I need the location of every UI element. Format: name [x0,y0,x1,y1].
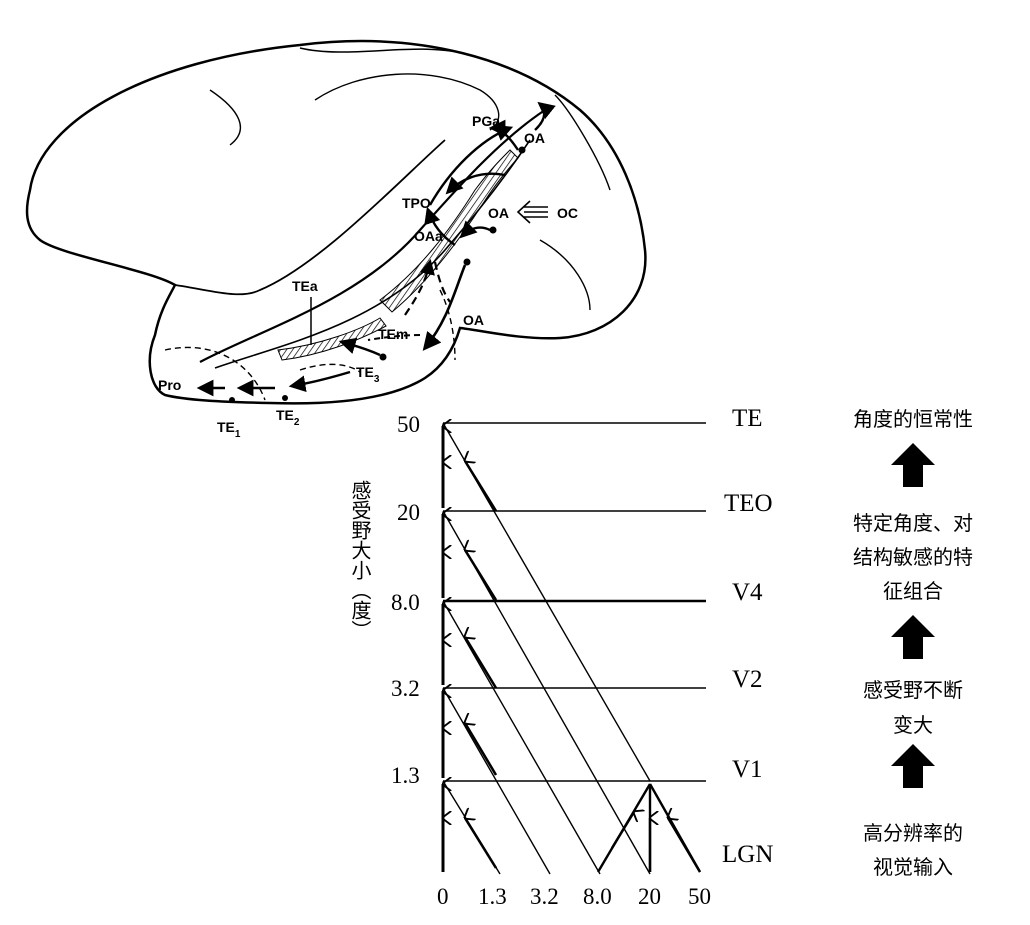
arrow-te3-te2 [288,370,351,393]
up-arrow-icon [891,615,935,659]
label-te2: TE2 [276,407,300,428]
sts-upper [199,109,546,363]
arrow-oa-oaa [459,220,491,239]
annotation-teo-1: 特定角度、对 [853,511,973,535]
dot-oa [518,146,526,154]
annotation-v2-2: 变大 [893,713,933,737]
boundary-1 [164,346,266,401]
x-tick-1-3: 1.3 [478,884,507,909]
label-oa-mid: OA [488,205,509,221]
label-tem: TEm [378,326,408,342]
x-tick-8: 8.0 [583,884,612,909]
area-label-v1: V1 [732,756,763,783]
dot-te3 [379,353,387,361]
label-te3: TE3 [356,364,380,385]
sulcus-b [314,73,500,131]
label-pga: PGa [472,113,500,129]
up-arrow-icon [891,443,935,487]
dot-oa-mid [489,226,497,234]
receptive-field-diagram: 感受野大小（度） 50 20 8.0 3.2 1.3 [348,405,773,909]
label-oaa: OAa [414,228,443,244]
arrow-tpo-pga [428,125,514,206]
arrow-oa-tpo [445,172,506,195]
arrow-te3-tem2 [367,334,421,341]
dot-te2 [282,395,288,401]
x-tick-50: 50 [688,884,711,909]
lunate-sulcus [539,239,591,311]
diagonal-arrows [465,461,498,869]
y-tick-50: 50 [397,412,420,437]
x-tick-3-2: 3.2 [530,884,559,909]
y-tick-3-2: 3.2 [391,676,420,701]
arrow-pga-oa [534,101,556,131]
annotation-te: 角度的恒常性 [853,407,973,431]
annotation-lgn-1: 高分辨率的 [863,821,963,845]
hatched-bank [379,149,519,313]
label-oa-low: OA [463,312,484,328]
label-tpo: TPO [402,195,431,211]
sulcus-c [554,94,611,191]
label-te1: TE1 [217,419,241,440]
oc-arrow [516,200,548,224]
area-label-lgn: LGN [722,841,773,868]
boundary-2 [299,363,361,373]
arrow-down-oaa [433,261,451,303]
y-tick-20: 20 [397,500,420,525]
annotation-teo-2: 结构敏感的特 [853,545,973,569]
y-tick-1-3: 1.3 [391,763,420,788]
sulcus-a [209,89,241,146]
up-arrow-icon [891,744,935,788]
hatched-floor [277,317,387,361]
arrow-oaa-tpo [424,206,456,246]
boundary-3 [439,289,456,361]
area-label-teo: TEO [724,490,773,517]
lgn-fan [596,783,702,873]
label-oc: OC [557,205,578,221]
x-tick-20: 20 [638,884,661,909]
arrow-oa-low [422,264,467,351]
annotation-v2-1: 感受野不断 [863,678,963,702]
annotation-lgn-2: 视觉输入 [873,855,953,879]
label-pro: Pro [158,377,181,393]
dot-te1 [229,397,235,403]
area-label-v2: V2 [732,666,763,693]
arrow-tem-oaa [404,258,435,316]
annotation-teo-3: 征组合 [883,579,943,603]
sylvian-fissure [174,139,446,296]
annotation-column: 角度的恒常性 特定角度、对 结构敏感的特 征组合 感受野不断 变大 高分辨率的 … [853,407,973,879]
area-label-v4: V4 [732,579,763,606]
x-tick-0: 0 [437,884,449,909]
y-tick-8: 8.0 [391,590,420,615]
dot-oa-low [463,258,471,266]
label-tea: TEa [292,278,318,294]
y-axis-title: 感受野大小（度） [348,480,372,640]
brain-illustration: PGa OA TPO OA OC OAa TEa TEm OA TE3 Pro … [25,39,647,440]
brain-outline [25,39,647,405]
diagonal-lines [442,422,651,875]
central-sulcus [299,47,471,56]
arrow-te3-tem [338,337,381,357]
area-label-te: TE [732,405,763,432]
label-oa-top: OA [524,130,545,146]
